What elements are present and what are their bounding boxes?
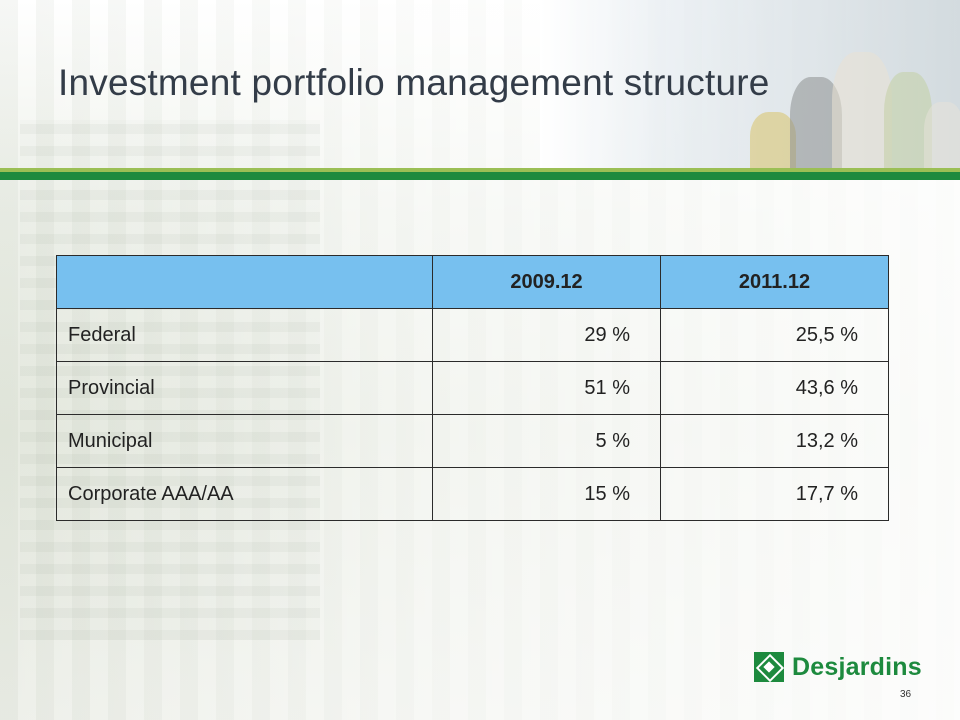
table-header-corner	[56, 255, 433, 309]
cell-2011: 13,2 %	[660, 414, 889, 468]
header-people-photo	[540, 0, 960, 172]
table-row: Provincial 51 % 43,6 %	[56, 361, 889, 415]
table-header-2011: 2011.12	[660, 255, 889, 309]
page-number: 36	[900, 689, 912, 700]
desjardins-logo-icon	[754, 652, 784, 682]
cell-2011: 43,6 %	[660, 361, 889, 415]
cell-2011: 17,7 %	[660, 467, 889, 521]
cell-2009: 29 %	[432, 308, 661, 362]
table-row: Municipal 5 % 13,2 %	[56, 414, 889, 468]
table-row: Federal 29 % 25,5 %	[56, 308, 889, 362]
table-header-2009: 2009.12	[432, 255, 661, 309]
table-header-row: 2009.12 2011.12	[56, 255, 889, 309]
cell-2009: 51 %	[432, 361, 661, 415]
cell-2009: 5 %	[432, 414, 661, 468]
row-label: Corporate AAA/AA	[56, 467, 433, 521]
row-label: Municipal	[56, 414, 433, 468]
desjardins-logo: Desjardins	[754, 650, 922, 684]
logo-text: Desjardins	[792, 652, 922, 681]
cell-2009: 15 %	[432, 467, 661, 521]
header-divider-dark	[0, 172, 960, 180]
slide-title: Investment portfolio management structur…	[58, 62, 770, 103]
table-row: Corporate AAA/AA 15 % 17,7 %	[56, 467, 889, 521]
person-figure	[750, 112, 796, 172]
cell-2011: 25,5 %	[660, 308, 889, 362]
person-figure	[924, 102, 960, 172]
row-label: Federal	[56, 308, 433, 362]
header-divider-light	[0, 168, 960, 172]
row-label: Provincial	[56, 361, 433, 415]
person-figure	[832, 52, 892, 172]
portfolio-table: 2009.12 2011.12 Federal 29 % 25,5 % Prov…	[56, 255, 889, 521]
